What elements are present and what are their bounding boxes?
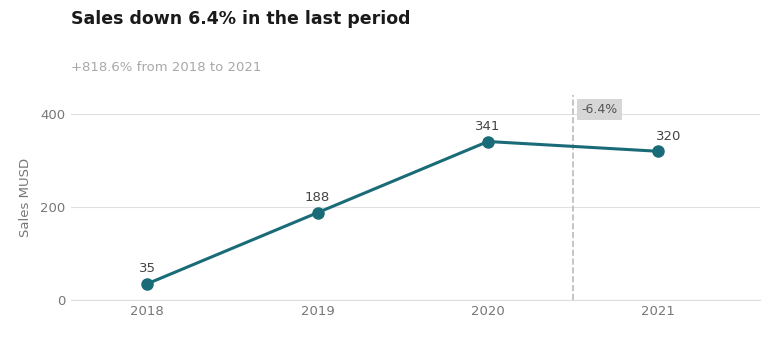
Text: 341: 341 (475, 120, 501, 133)
Text: -6.4%: -6.4% (582, 103, 618, 116)
Text: +818.6% from 2018 to 2021: +818.6% from 2018 to 2021 (71, 61, 261, 74)
Y-axis label: Sales MUSD: Sales MUSD (19, 158, 32, 237)
Text: 35: 35 (139, 263, 156, 276)
Text: Sales down 6.4% in the last period: Sales down 6.4% in the last period (71, 10, 410, 28)
Text: 320: 320 (655, 130, 681, 143)
Text: 188: 188 (305, 191, 330, 204)
